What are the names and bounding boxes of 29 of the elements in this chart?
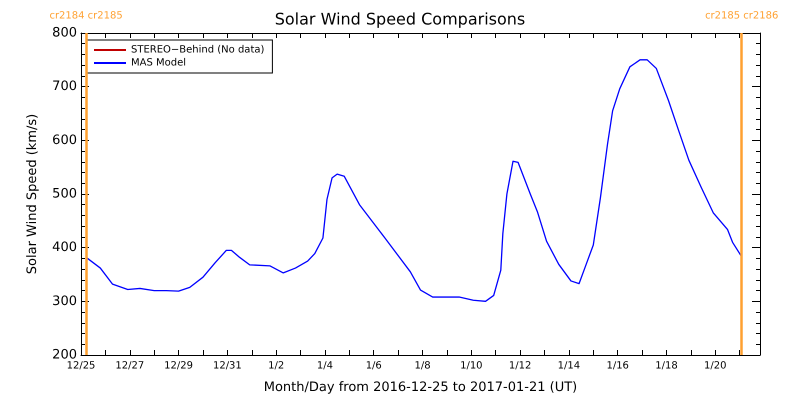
- x-tick-label: 1/20: [704, 360, 727, 372]
- y-tick-label: 300: [52, 294, 77, 309]
- y-tick-label: 600: [52, 132, 77, 148]
- x-tick-label: 1/12: [508, 360, 532, 372]
- x-tick-label: 12/29: [164, 360, 193, 372]
- x-tick-label: 1/18: [655, 360, 678, 372]
- line-series: [85, 59, 742, 302]
- x-tick-label: 1/14: [558, 360, 580, 372]
- y-tick-label: 500: [52, 186, 77, 202]
- x-tick-label: 12/27: [115, 360, 144, 372]
- y-axis-title: Solar Wind Speed (km/s): [25, 114, 40, 274]
- y-tick-label: 800: [52, 26, 77, 40]
- ref-line-label: cr2184 cr2185: [49, 10, 123, 22]
- x-tick-label: 12/25: [66, 360, 96, 372]
- x-axis-title: Month/Day from 2016-12-25 to 2017-01-21 (UT): [264, 380, 578, 395]
- x-tick-label: 12/31: [212, 360, 242, 372]
- x-tick-label: 1/8: [414, 360, 431, 372]
- x-tick-label: 1/2: [268, 360, 284, 372]
- y-tick-label: 700: [52, 79, 77, 94]
- y-tick-label: 200: [52, 348, 77, 362]
- legend-label: STEREO−Behind (No data): [131, 44, 264, 56]
- x-tick-label: 1/6: [366, 360, 382, 372]
- chart-title: Solar Wind Speed Comparisons: [274, 10, 526, 28]
- legend-label: MAS Model: [131, 58, 186, 68]
- x-tick-label: 1/4: [316, 360, 333, 372]
- x-tick-label: 1/10: [460, 360, 483, 372]
- y-tick-label: 400: [52, 240, 77, 256]
- ref-line-label: cr2185 cr2186: [705, 10, 778, 22]
- x-tick-label: 1/16: [606, 360, 629, 372]
